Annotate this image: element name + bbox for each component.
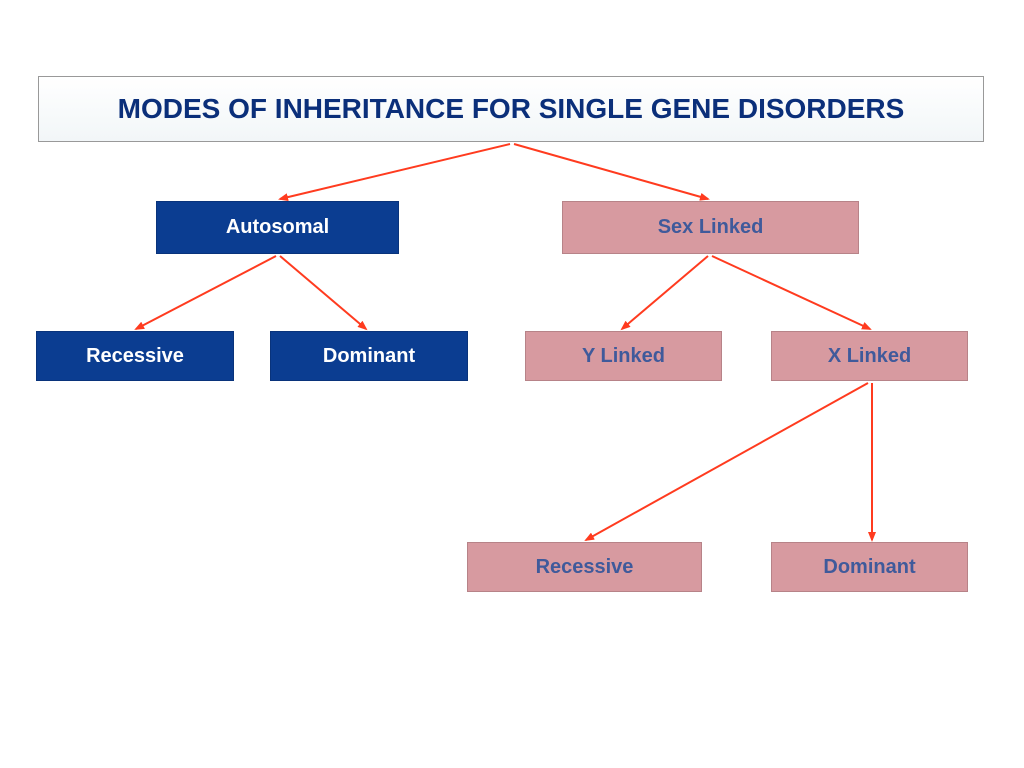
node-recessive-xlinked: Recessive — [467, 542, 702, 592]
node-label: Sex Linked — [658, 216, 764, 239]
node-label: Y Linked — [582, 345, 665, 368]
diagram-title-text: MODES OF INHERITANCE FOR SINGLE GENE DIS… — [118, 93, 905, 125]
node-y-linked: Y Linked — [525, 331, 722, 381]
diagram-title: MODES OF INHERITANCE FOR SINGLE GENE DIS… — [38, 76, 984, 142]
node-label: Autosomal — [226, 216, 329, 239]
node-label: Dominant — [323, 345, 415, 368]
node-label: Recessive — [86, 345, 184, 368]
node-label: X Linked — [828, 345, 911, 368]
node-dominant-autosomal: Dominant — [270, 331, 468, 381]
node-dominant-xlinked: Dominant — [771, 542, 968, 592]
node-sex-linked: Sex Linked — [562, 201, 859, 254]
node-recessive-autosomal: Recessive — [36, 331, 234, 381]
node-label: Dominant — [823, 556, 915, 579]
node-x-linked: X Linked — [771, 331, 968, 381]
diagram-stage: { "diagram": { "type": "tree", "backgrou… — [0, 0, 1024, 768]
node-label: Recessive — [536, 556, 634, 579]
node-autosomal: Autosomal — [156, 201, 399, 254]
